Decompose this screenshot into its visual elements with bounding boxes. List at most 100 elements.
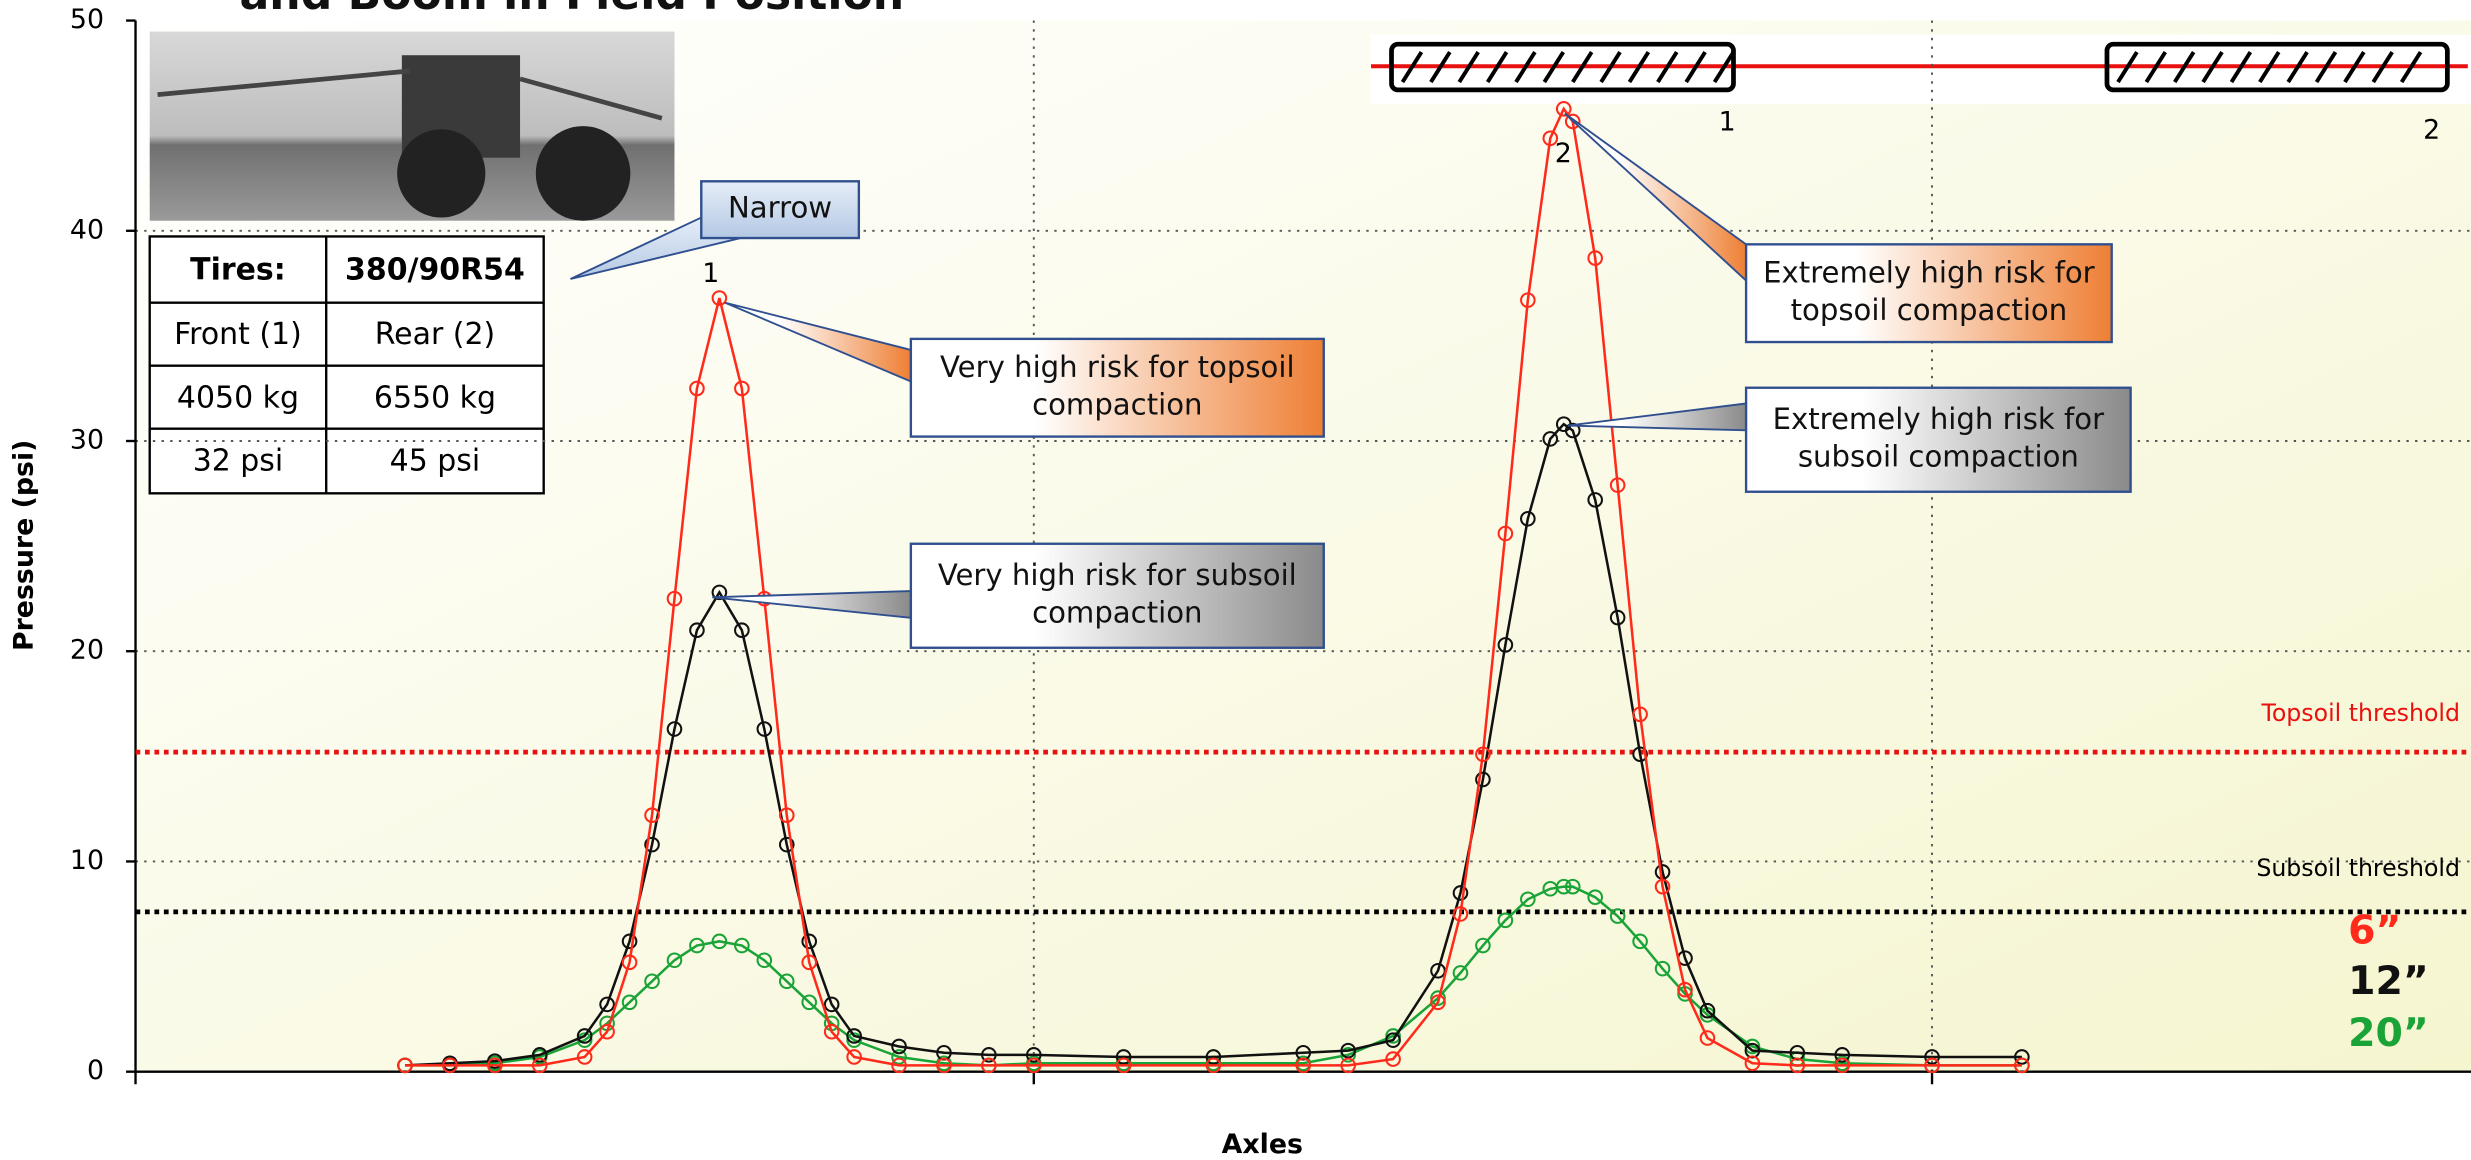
data-point: [1924, 1057, 1940, 1074]
callout-box: [700, 180, 861, 240]
data-point: [666, 952, 683, 969]
callout-text: Extremely high risk for: [1763, 255, 2095, 289]
tire-tread: [2173, 51, 2196, 84]
data-point: [711, 584, 728, 601]
callout-box: [1744, 243, 2113, 344]
data-point: [981, 1057, 997, 1074]
y-tick-label: 0: [87, 1055, 104, 1086]
data-point: [1452, 906, 1469, 922]
data-point: [756, 721, 773, 737]
data-point: [1520, 292, 1536, 308]
data-point: [1587, 889, 1603, 905]
data-point: [936, 1057, 952, 1074]
tire-diagram: [1371, 34, 2471, 105]
tire-tread: [1514, 51, 1537, 84]
tire-tread: [1400, 51, 1424, 84]
data-point: [442, 1057, 458, 1074]
data-point: [689, 937, 705, 954]
data-point: [1385, 1032, 1401, 1048]
data-point: [846, 1032, 862, 1048]
data-point: [1430, 994, 1446, 1011]
data-point: [1497, 525, 1514, 542]
data-point: [2014, 1049, 2030, 1065]
y-tick-label: 30: [70, 425, 104, 456]
tire-tread: [2371, 51, 2394, 84]
data-point: [1025, 1057, 1042, 1074]
data-point: [1564, 113, 1581, 130]
data-point: [823, 1023, 840, 1040]
legend-entry: 12”: [2348, 958, 2429, 1004]
data-point: [801, 933, 818, 950]
data-point: [644, 973, 660, 990]
data-point: [1555, 878, 1572, 895]
data-point: [981, 1047, 997, 1063]
tire-tread: [2258, 51, 2281, 84]
data-point: [1654, 878, 1671, 895]
callout-text: compaction: [1032, 596, 1202, 630]
data-point: [487, 1057, 503, 1074]
callout-text: Very high risk for topsoil: [940, 350, 1295, 384]
data-point: [1564, 422, 1581, 439]
callout-text: Narrow: [728, 191, 832, 225]
data-point: [1520, 510, 1536, 527]
tire-tread: [1485, 51, 1509, 84]
tire-tread: [1542, 51, 1565, 84]
tire-label: 1: [1719, 106, 1736, 137]
data-point: [1632, 933, 1648, 950]
tire-tread: [1571, 51, 1594, 84]
tire-tread: [2201, 51, 2224, 84]
data-point: [778, 807, 795, 824]
tire-tread: [2399, 51, 2423, 84]
tire-tread: [2286, 51, 2309, 84]
data-point: [1632, 746, 1648, 763]
data-point: [1115, 1057, 1132, 1074]
table-cell: Rear (2): [375, 317, 495, 352]
callout-text: Very high risk for subsoil: [938, 558, 1297, 592]
data-point: [1834, 1047, 1851, 1063]
chart-title: and Boom in Field Position: [240, 0, 905, 20]
data-point: [801, 954, 818, 971]
data-point: [1520, 891, 1536, 908]
y-tick-label: 40: [70, 214, 104, 245]
data-point: [891, 1049, 907, 1065]
data-point: [1542, 130, 1559, 147]
peak-label: 1: [702, 258, 719, 289]
data-point: [576, 1028, 593, 1044]
tire-tread: [1627, 51, 1651, 84]
data-point: [711, 290, 728, 306]
data-point: [599, 1023, 615, 1040]
data-point: [621, 954, 638, 971]
data-point: [1609, 908, 1626, 924]
tire-tread: [1429, 51, 1452, 84]
tire-tread: [2314, 51, 2338, 84]
table-cell: 32 psi: [193, 443, 284, 478]
data-point: [1452, 965, 1469, 981]
tire-tread: [2144, 51, 2167, 84]
data-point: [1654, 960, 1671, 977]
data-point: [711, 933, 728, 950]
threshold-label: Topsoil threshold: [2260, 699, 2460, 727]
table-cell: 45 psi: [390, 443, 481, 478]
callout-text: subsoil compaction: [1798, 440, 2079, 474]
data-point: [531, 1047, 548, 1063]
data-point: [1744, 1055, 1761, 1072]
table-cell: 4050 kg: [177, 380, 299, 415]
data-point: [846, 1049, 862, 1065]
table-header: 380/90R54: [345, 253, 525, 288]
data-point: [1205, 1057, 1222, 1074]
data-point: [487, 1053, 503, 1069]
callout-box: [1744, 386, 2132, 493]
data-point: [1205, 1049, 1222, 1065]
y-tick-label: 50: [70, 4, 104, 35]
data-point: [1452, 885, 1469, 901]
data-point: [1385, 1051, 1401, 1067]
x-axis-label: Axles: [1222, 1129, 1303, 1160]
data-point: [1609, 477, 1626, 493]
data-point: [756, 952, 773, 969]
threshold-label: Subsoil threshold: [2256, 854, 2460, 882]
tire-tread: [2116, 51, 2139, 84]
callout-text: Extremely high risk for: [1773, 402, 2105, 436]
data-point: [1340, 1042, 1356, 1059]
data-point: [1555, 101, 1572, 117]
